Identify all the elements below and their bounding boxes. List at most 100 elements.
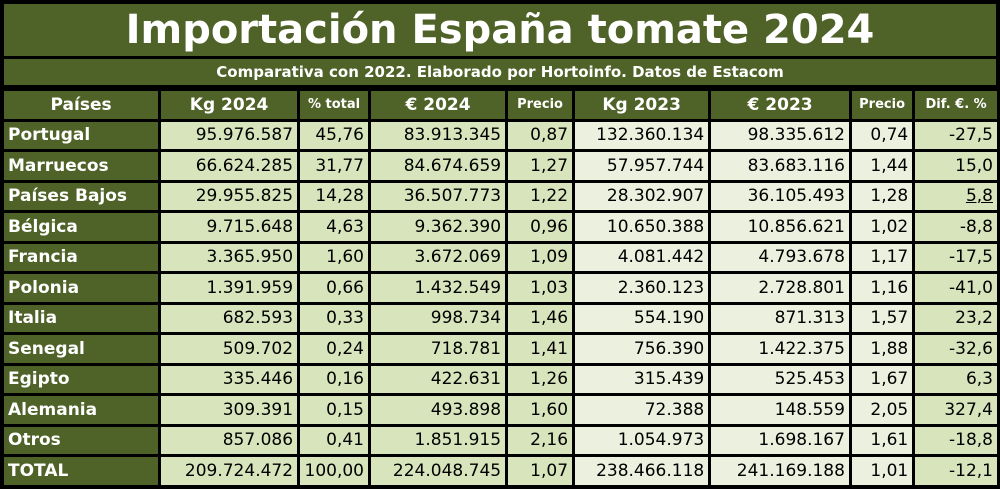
import-table: Países Kg 2024 % total € 2024 Precio Kg …: [1, 88, 1000, 488]
cell-dif-pct: -41,0: [915, 274, 997, 302]
table-row: Senegal 509.702 0,24 718.781 1,41 756.390 1.42…: [4, 335, 997, 363]
cell-precio-2024: 2,16: [508, 426, 573, 454]
cell-country: Otros: [4, 426, 159, 454]
cell-dif-pct: -18,8: [915, 426, 997, 454]
cell-pct-total: 0,24: [300, 335, 368, 363]
header-row: Países Kg 2024 % total € 2024 Precio Kg …: [4, 91, 997, 119]
header-paises: Países: [4, 91, 159, 119]
cell-kg-2023: 554.190: [575, 304, 709, 332]
header-precio-2023: Precio: [851, 91, 913, 119]
cell-dif-pct: -12,1: [915, 457, 997, 485]
cell-precio-2024: 1,27: [508, 152, 573, 180]
cell-kg-2023: 10.650.388: [575, 213, 709, 241]
header-kg-2023: Kg 2023: [575, 91, 709, 119]
cell-precio-2024: 1,07: [508, 457, 573, 485]
cell-kg-2024: 857.086: [161, 426, 298, 454]
cell-kg-2023: 57.957.744: [575, 152, 709, 180]
cell-precio-2024: 1,03: [508, 274, 573, 302]
table-row: Italia 682.593 0,33 998.734 1,46 554.190 871.3…: [4, 304, 997, 332]
cell-country: TOTAL: [4, 457, 159, 485]
cell-pct-total: 31,77: [300, 152, 368, 180]
cell-eur-2023: 871.313: [711, 304, 849, 332]
cell-dif-pct: -32,6: [915, 335, 997, 363]
cell-dif-pct: 5,8: [915, 182, 997, 210]
cell-pct-total: 4,63: [300, 213, 368, 241]
cell-eur-2024: 36.507.773: [370, 182, 506, 210]
cell-precio-2024: 1,26: [508, 365, 573, 393]
cell-country: Italia: [4, 304, 159, 332]
cell-eur-2024: 493.898: [370, 396, 506, 424]
cell-country: Bélgica: [4, 213, 159, 241]
cell-country: Alemania: [4, 396, 159, 424]
cell-kg-2023: 315.439: [575, 365, 709, 393]
cell-precio-2023: 1,44: [851, 152, 913, 180]
cell-country: Países Bajos: [4, 182, 159, 210]
cell-kg-2024: 1.391.959: [161, 274, 298, 302]
cell-dif-pct: 6,3: [915, 365, 997, 393]
cell-pct-total: 100,00: [300, 457, 368, 485]
header-precio-2024: Precio: [508, 91, 573, 119]
page-title: Importación España tomate 2024: [4, 4, 996, 56]
table-row: Portugal 95.976.587 45,76 83.913.345 0,87 132…: [4, 121, 997, 149]
cell-eur-2024: 84.674.659: [370, 152, 506, 180]
cell-pct-total: 14,28: [300, 182, 368, 210]
cell-eur-2024: 422.631: [370, 365, 506, 393]
header-eur-2024: € 2024: [370, 91, 506, 119]
cell-pct-total: 0,33: [300, 304, 368, 332]
cell-dif-pct: 327,4: [915, 396, 997, 424]
cell-eur-2024: 1.851.915: [370, 426, 506, 454]
cell-eur-2024: 3.672.069: [370, 243, 506, 271]
header-kg-2024: Kg 2024: [161, 91, 298, 119]
cell-country: Marruecos: [4, 152, 159, 180]
cell-kg-2024: 682.593: [161, 304, 298, 332]
cell-eur-2023: 2.728.801: [711, 274, 849, 302]
cell-pct-total: 0,66: [300, 274, 368, 302]
cell-country: Polonia: [4, 274, 159, 302]
table-row: Alemania 309.391 0,15 493.898 1,60 72.388 148.…: [4, 396, 997, 424]
cell-eur-2023: 148.559: [711, 396, 849, 424]
table-row: Egipto 335.446 0,16 422.631 1,26 315.439 525.4…: [4, 365, 997, 393]
cell-precio-2023: 0,74: [851, 121, 913, 149]
cell-eur-2024: 998.734: [370, 304, 506, 332]
cell-dif-pct: 15,0: [915, 152, 997, 180]
cell-country: Senegal: [4, 335, 159, 363]
cell-precio-2024: 1,60: [508, 396, 573, 424]
cell-eur-2023: 1.698.167: [711, 426, 849, 454]
cell-precio-2023: 1,16: [851, 274, 913, 302]
cell-eur-2023: 1.422.375: [711, 335, 849, 363]
cell-precio-2024: 1,41: [508, 335, 573, 363]
cell-eur-2024: 224.048.745: [370, 457, 506, 485]
cell-kg-2024: 309.391: [161, 396, 298, 424]
cell-kg-2024: 29.955.825: [161, 182, 298, 210]
cell-precio-2024: 1,22: [508, 182, 573, 210]
cell-kg-2023: 28.302.907: [575, 182, 709, 210]
cell-eur-2023: 241.169.188: [711, 457, 849, 485]
cell-precio-2023: 1,01: [851, 457, 913, 485]
cell-kg-2023: 2.360.123: [575, 274, 709, 302]
cell-eur-2024: 83.913.345: [370, 121, 506, 149]
cell-kg-2023: 756.390: [575, 335, 709, 363]
cell-kg-2024: 66.624.285: [161, 152, 298, 180]
total-row: TOTAL 209.724.472 100,00 224.048.745 1,07 238…: [4, 457, 997, 485]
cell-dif-pct: -27,5: [915, 121, 997, 149]
cell-kg-2024: 95.976.587: [161, 121, 298, 149]
cell-pct-total: 45,76: [300, 121, 368, 149]
cell-precio-2024: 1,09: [508, 243, 573, 271]
cell-pct-total: 0,16: [300, 365, 368, 393]
cell-eur-2024: 1.432.549: [370, 274, 506, 302]
cell-eur-2023: 4.793.678: [711, 243, 849, 271]
cell-eur-2023: 98.335.612: [711, 121, 849, 149]
cell-precio-2024: 0,87: [508, 121, 573, 149]
cell-eur-2023: 525.453: [711, 365, 849, 393]
cell-precio-2023: 1,28: [851, 182, 913, 210]
cell-kg-2024: 335.446: [161, 365, 298, 393]
cell-kg-2024: 209.724.472: [161, 457, 298, 485]
cell-kg-2024: 509.702: [161, 335, 298, 363]
cell-precio-2023: 2,05: [851, 396, 913, 424]
table-row: Marruecos 66.624.285 31,77 84.674.659 1,27 57…: [4, 152, 997, 180]
table-row: Bélgica 9.715.648 4,63 9.362.390 0,96 10.650.…: [4, 213, 997, 241]
page-subtitle: Comparativa con 2022. Elaborado por Hort…: [4, 59, 996, 85]
cell-precio-2024: 1,46: [508, 304, 573, 332]
cell-eur-2023: 83.683.116: [711, 152, 849, 180]
